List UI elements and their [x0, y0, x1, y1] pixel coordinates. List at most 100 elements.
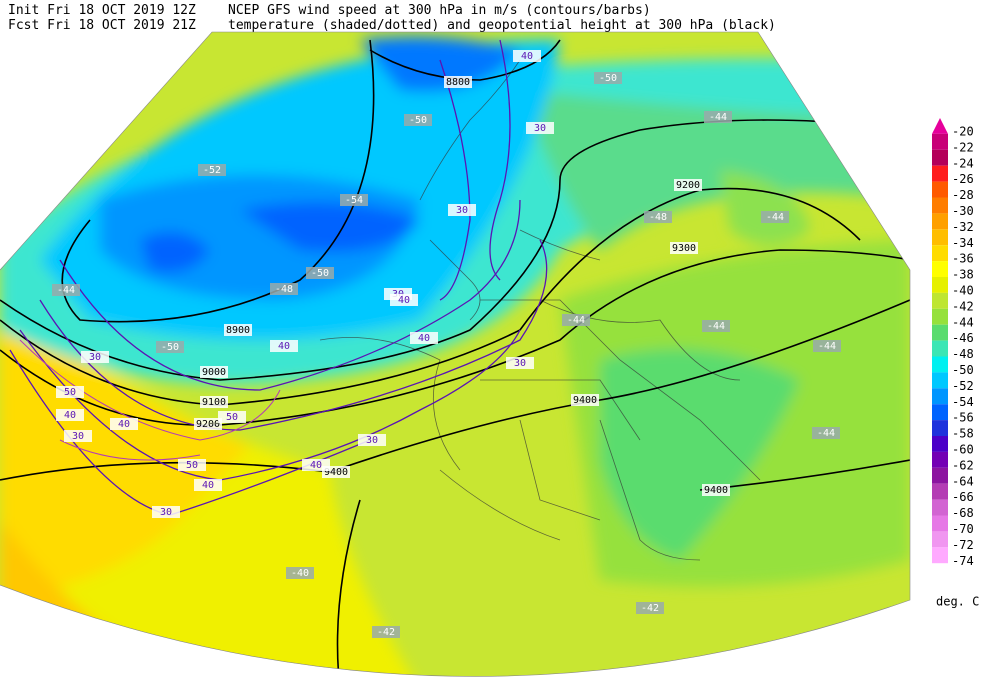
height-label: 9100	[202, 397, 226, 408]
temperature-label-bg	[372, 626, 400, 638]
wind-label: 30	[366, 435, 378, 446]
wind-contours-strong	[19, 339, 281, 461]
colorbar-label: -62	[952, 458, 974, 472]
height-label-bg	[674, 179, 702, 191]
colorbar-unit: deg. C	[936, 595, 979, 609]
colorbar-label: -60	[952, 442, 974, 456]
colorbar-label: -30	[952, 204, 974, 218]
coastlines	[319, 59, 761, 561]
temperature-label-bg	[562, 314, 590, 326]
temperature-label-bg	[644, 211, 672, 223]
wind-label: 40	[202, 480, 214, 491]
wind-label-bg	[64, 430, 92, 442]
colorbar-label: -36	[952, 252, 974, 266]
colorbar-label: -72	[952, 538, 974, 552]
wind-label-bg	[152, 506, 180, 518]
colorbar-box	[932, 292, 948, 309]
wind-label-bg	[81, 351, 109, 363]
wind-label: 40	[278, 341, 290, 352]
colorbar-label: -40	[952, 283, 974, 297]
temperature-label-bg	[813, 340, 841, 352]
colorbar-label: -54	[952, 395, 974, 409]
height-label: 8900	[226, 325, 250, 336]
height-label-bg	[571, 394, 599, 406]
wind-label: 30	[534, 123, 546, 134]
height-label-bg	[224, 324, 252, 336]
forecast-time: Fcst Fri 18 OCT 2019 21Z	[8, 18, 196, 33]
temperature-label: -52	[203, 165, 221, 176]
colorbar-label: -52	[952, 379, 974, 393]
height-label: 9400	[573, 395, 597, 406]
wind-label-bg	[410, 332, 438, 344]
colorbar-label: -68	[952, 506, 974, 520]
wind-label: 30	[89, 352, 101, 363]
wind-label: 40	[64, 410, 76, 421]
temperature-label-bg	[286, 567, 314, 579]
temperature-label: -44	[567, 315, 585, 326]
temperature-label-bg	[340, 194, 368, 206]
wind-label-bg	[506, 357, 534, 369]
colorbar-label: -20	[952, 124, 974, 138]
temperature-label: -50	[599, 73, 617, 84]
colorbar-box	[932, 483, 948, 500]
height-label: 9300	[672, 243, 696, 254]
colorbar-label: -32	[952, 220, 974, 234]
colorbar-box	[932, 547, 948, 564]
wind-label: 30	[514, 358, 526, 369]
colorbar-label: -28	[952, 188, 974, 202]
temperature-label: -48	[275, 284, 293, 295]
colorbar-box	[932, 213, 948, 230]
height-label-bg	[670, 242, 698, 254]
colorbar-box	[932, 133, 948, 150]
temperature-label-bg	[156, 341, 184, 353]
colorbar-box	[932, 165, 948, 182]
colorbar-box	[932, 308, 948, 325]
height-label: 9000	[202, 367, 226, 378]
height-label: 8800	[446, 77, 470, 88]
wind-label: 50	[186, 460, 198, 471]
colorbar-box	[932, 324, 948, 341]
temperature-label-bg	[306, 267, 334, 279]
colorbar-box	[932, 499, 948, 516]
wind-label-bg	[56, 386, 84, 398]
colorbar-label: -56	[952, 411, 974, 425]
temperature-label-bg	[704, 111, 732, 123]
colorbar-label: -42	[952, 299, 974, 313]
temperature-label: -44	[817, 428, 835, 439]
wind-label-bg	[56, 409, 84, 421]
colorbar-box	[932, 515, 948, 532]
wind-label: 50	[64, 387, 76, 398]
init-time: Init Fri 18 OCT 2019 12Z	[8, 3, 196, 18]
temperature-label-bg	[198, 164, 226, 176]
wind-label-bg	[218, 411, 246, 423]
colorbar-label: -46	[952, 331, 974, 345]
wind-label: 40	[310, 460, 322, 471]
temperature-label: -50	[409, 115, 427, 126]
temperature-label-bg	[702, 320, 730, 332]
colorbar-label: -58	[952, 427, 974, 441]
colorbar-label: -34	[952, 236, 974, 250]
colorbar-box	[932, 531, 948, 548]
wind-label: 40	[398, 295, 410, 306]
colorbar-box	[932, 467, 948, 484]
colorbar-box	[932, 340, 948, 357]
colorbar-label: -44	[952, 315, 974, 329]
colorbar-box	[932, 451, 948, 468]
temperature-label: -44	[818, 341, 836, 352]
temperature-label-bg	[52, 284, 80, 296]
temperature-label: -40	[291, 568, 309, 579]
wind-label-bg	[194, 479, 222, 491]
map-subtitle: temperature (shaded/dotted) and geopoten…	[228, 18, 776, 33]
wind-label-bg	[513, 50, 541, 62]
temperature-label: -44	[709, 112, 727, 123]
wind-label: 40	[521, 51, 533, 62]
height-label: 9200	[676, 180, 700, 191]
colorbar-box	[932, 197, 948, 214]
temperature-label: -44	[707, 321, 725, 332]
colorbar-box	[932, 149, 948, 166]
height-label: 9200	[196, 419, 220, 430]
colorbar-label: -64	[952, 474, 974, 488]
wind-label-bg	[110, 418, 138, 430]
